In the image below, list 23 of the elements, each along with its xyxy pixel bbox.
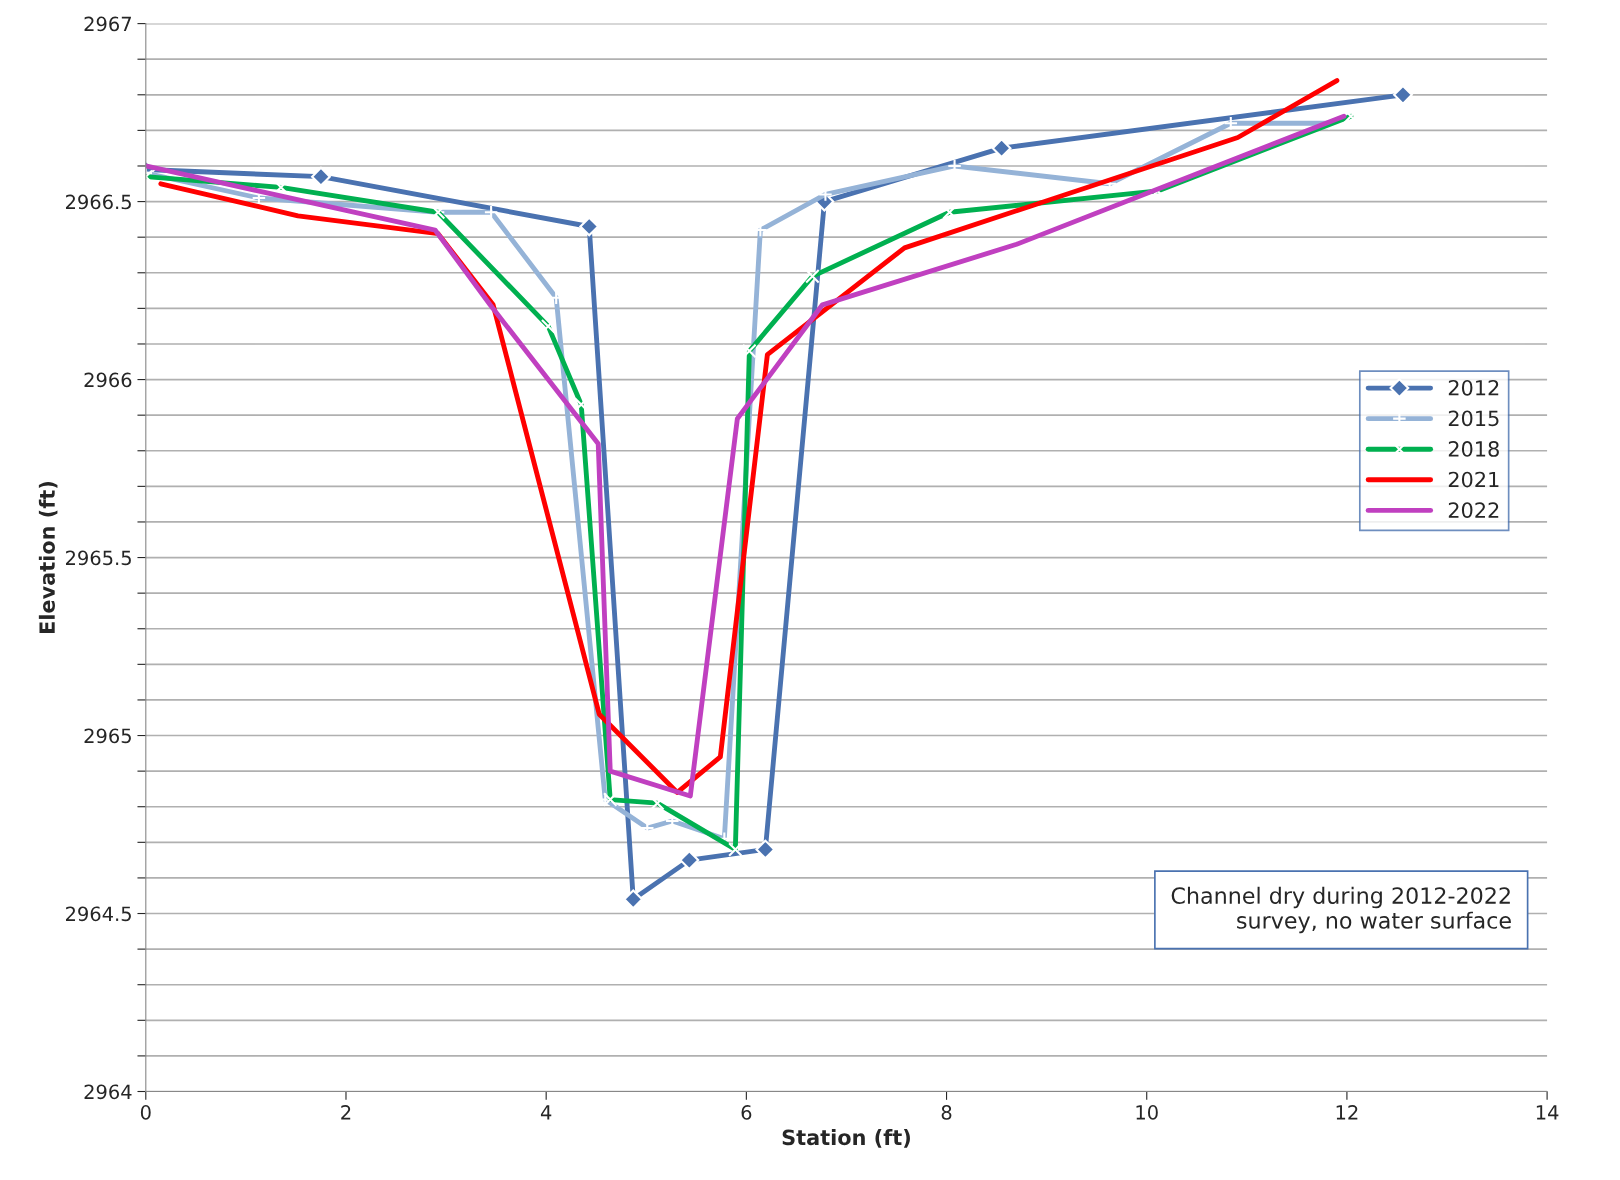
y-tick-label: 2965.5 <box>65 550 131 566</box>
x-tick-label: 14 <box>1536 1105 1559 1120</box>
legend-label: 2015 <box>1448 410 1499 427</box>
x-axis-title: Station (ft) <box>782 1129 910 1148</box>
legend-label: 2022 <box>1448 502 1499 518</box>
x-tick-label: 8 <box>941 1105 952 1120</box>
y-tick-label: 2965 <box>84 728 131 744</box>
y-tick-label: 2966.5 <box>65 194 131 210</box>
y-tick-label: 2967 <box>84 16 131 32</box>
y-axis-title: Elevation (ft) <box>38 481 58 633</box>
legend-label: 2021 <box>1448 471 1499 488</box>
legend-label: 2018 <box>1448 441 1499 457</box>
legend-label: 2012 <box>1448 379 1499 396</box>
y-tick-label: 2966 <box>84 372 132 388</box>
x-tick-label: 0 <box>140 1105 151 1120</box>
x-tick-label: 12 <box>1336 1105 1358 1120</box>
annotation: Channel dry during 2012-2022 survey, no water surface <box>1171 886 1511 934</box>
x-tick-label: 6 <box>741 1105 752 1120</box>
y-tick-label: 2964.5 <box>65 906 131 922</box>
y-tick-label: 2964 <box>84 1084 132 1100</box>
x-tick-label: 10 <box>1136 1105 1158 1120</box>
x-tick-label: 4 <box>540 1105 552 1120</box>
x-tick-label: 2 <box>341 1105 351 1120</box>
